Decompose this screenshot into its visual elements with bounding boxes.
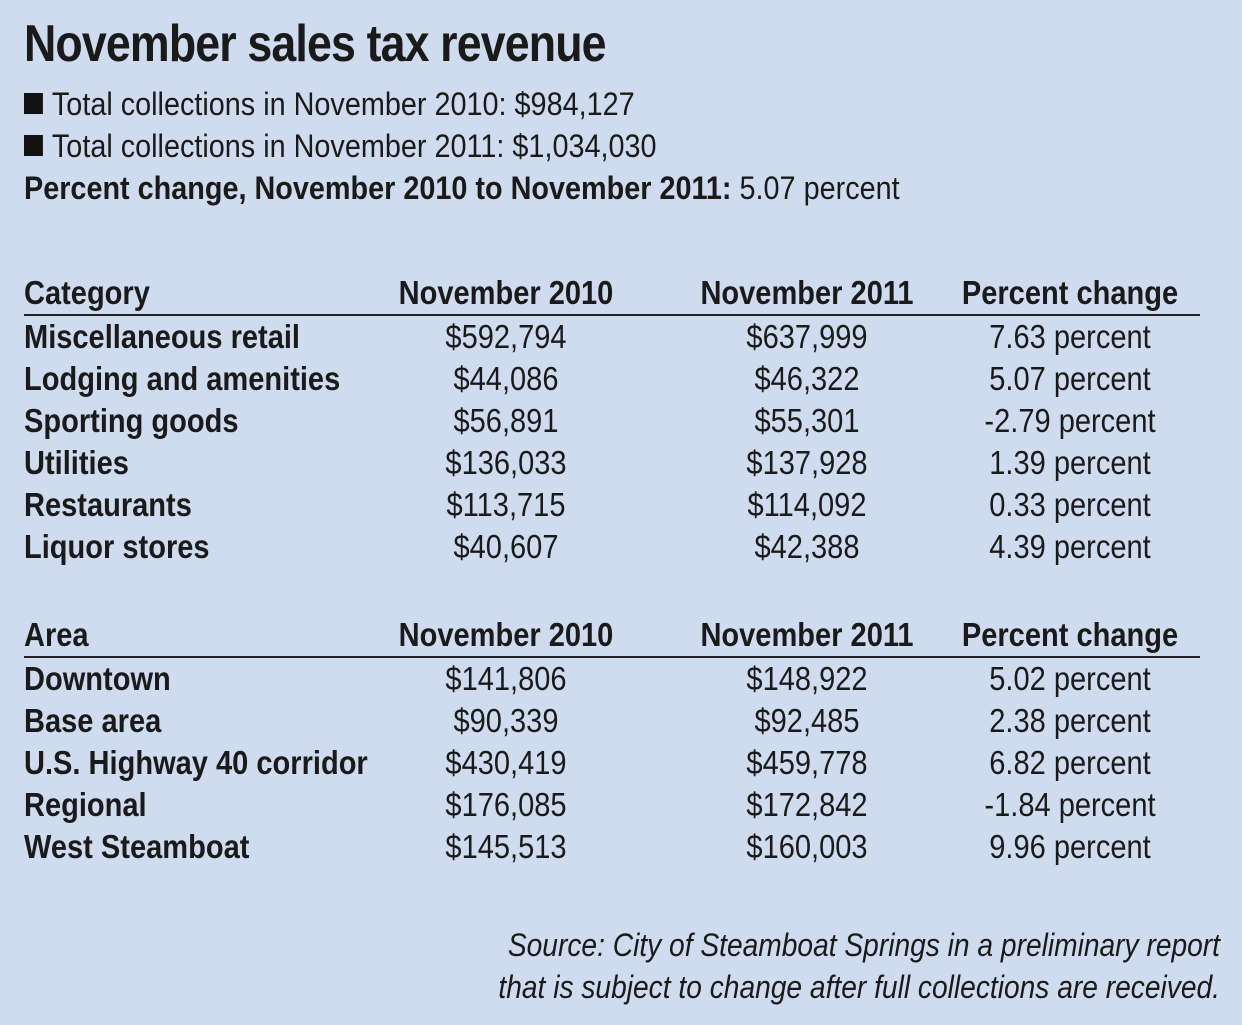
row-label: Sporting goods xyxy=(24,402,239,439)
header-percent-change: Percent change xyxy=(961,616,1179,653)
table-row: U.S. Highway 40 corridor $430,419 $459,7… xyxy=(24,742,1200,784)
percent-change: 7.63 percent xyxy=(989,318,1151,355)
page-title: November sales tax revenue xyxy=(24,15,607,73)
percent-change: 6.82 percent xyxy=(989,744,1151,781)
value-2010: $141,806 xyxy=(445,660,567,697)
value-2011: $637,999 xyxy=(746,318,868,355)
row-label: Liquor stores xyxy=(24,528,210,565)
row-label: Regional xyxy=(24,786,147,823)
percent-change: 0.33 percent xyxy=(989,486,1151,523)
source-note: Source: City of Steamboat Springs in a p… xyxy=(340,924,1220,1008)
table-row: West Steamboat $145,513 $160,003 9.96 pe… xyxy=(24,826,1200,868)
row-label: Lodging and amenities xyxy=(24,360,341,397)
square-bullet-icon xyxy=(24,93,43,114)
summary-2010: Total collections in November 2010: $984… xyxy=(24,86,635,123)
table-row: Downtown $141,806 $148,922 5.02 percent xyxy=(24,658,1200,700)
table-row: Restaurants $113,715 $114,092 0.33 perce… xyxy=(24,484,1200,526)
percent-change: 9.96 percent xyxy=(989,828,1151,865)
value-2010: $430,419 xyxy=(445,744,567,781)
percent-change: 5.02 percent xyxy=(989,660,1151,697)
table-row: Utilities $136,033 $137,928 1.39 percent xyxy=(24,442,1200,484)
value-2010: $90,339 xyxy=(453,702,559,739)
value-2010: $145,513 xyxy=(445,828,567,865)
percent-change: -1.84 percent xyxy=(984,786,1156,823)
value-2011: $46,322 xyxy=(754,360,860,397)
value-2011: $148,922 xyxy=(746,660,868,697)
square-bullet-icon xyxy=(24,135,43,156)
value-2011: $42,388 xyxy=(754,528,860,565)
value-2010: $592,794 xyxy=(445,318,567,355)
percent-change-summary: Percent change, November 2010 to Novembe… xyxy=(24,170,900,207)
header-nov-2010: November 2010 xyxy=(398,616,614,653)
summary-2011-text: Total collections in November 2011: $1,0… xyxy=(51,128,657,164)
value-2011: $55,301 xyxy=(754,402,860,439)
table-row: Lodging and amenities $44,086 $46,322 5.… xyxy=(24,358,1200,400)
value-2011: $459,778 xyxy=(746,744,868,781)
table-row: Regional $176,085 $172,842 -1.84 percent xyxy=(24,784,1200,826)
percent-change-label: Percent change, November 2010 to Novembe… xyxy=(24,170,732,206)
row-label: Restaurants xyxy=(24,486,192,523)
table-row: Base area $90,339 $92,485 2.38 percent xyxy=(24,700,1200,742)
header-percent-change: Percent change xyxy=(961,274,1179,311)
row-label: Utilities xyxy=(24,444,129,481)
row-label: Base area xyxy=(24,702,162,739)
value-2010: $176,085 xyxy=(445,786,567,823)
percent-change: -2.79 percent xyxy=(984,402,1156,439)
value-2010: $40,607 xyxy=(453,528,559,565)
value-2011: $114,092 xyxy=(747,486,867,523)
source-line-2: that is subject to change after full col… xyxy=(498,969,1220,1005)
source-line-1: Source: City of Steamboat Springs in a p… xyxy=(507,927,1220,963)
header-nov-2011: November 2011 xyxy=(700,616,914,653)
header-nov-2011: November 2011 xyxy=(700,274,914,311)
percent-change: 4.39 percent xyxy=(989,528,1151,565)
value-2011: $172,842 xyxy=(746,786,868,823)
header-area: Area xyxy=(24,616,89,653)
value-2010: $136,033 xyxy=(445,444,567,481)
row-label: U.S. Highway 40 corridor xyxy=(24,744,368,781)
percent-change: 1.39 percent xyxy=(989,444,1151,481)
value-2011: $160,003 xyxy=(746,828,868,865)
value-2011: $137,928 xyxy=(746,444,868,481)
header-nov-2010: November 2010 xyxy=(398,274,614,311)
row-label: Downtown xyxy=(24,660,171,697)
percent-change: 2.38 percent xyxy=(989,702,1151,739)
table-row: Liquor stores $40,607 $42,388 4.39 perce… xyxy=(24,526,1200,568)
value-2010: $44,086 xyxy=(453,360,559,397)
table-row: Miscellaneous retail $592,794 $637,999 7… xyxy=(24,316,1200,358)
value-2011: $92,485 xyxy=(754,702,860,739)
area-table-header: Area November 2010 November 2011 Percent… xyxy=(24,614,1200,658)
summary-2011: Total collections in November 2011: $1,0… xyxy=(24,128,657,165)
value-2010: $56,891 xyxy=(453,402,559,439)
row-label: West Steamboat xyxy=(24,828,250,865)
area-table: Area November 2010 November 2011 Percent… xyxy=(24,614,1200,868)
percent-change-value: 5.07 percent xyxy=(739,170,900,206)
summary-2010-text: Total collections in November 2010: $984… xyxy=(51,86,635,122)
header-category: Category xyxy=(24,274,150,311)
category-table-header: Category November 2010 November 2011 Per… xyxy=(24,272,1200,316)
category-table: Category November 2010 November 2011 Per… xyxy=(24,272,1200,568)
table-row: Sporting goods $56,891 $55,301 -2.79 per… xyxy=(24,400,1200,442)
value-2010: $113,715 xyxy=(446,486,566,523)
row-label: Miscellaneous retail xyxy=(24,318,301,355)
percent-change: 5.07 percent xyxy=(989,360,1151,397)
